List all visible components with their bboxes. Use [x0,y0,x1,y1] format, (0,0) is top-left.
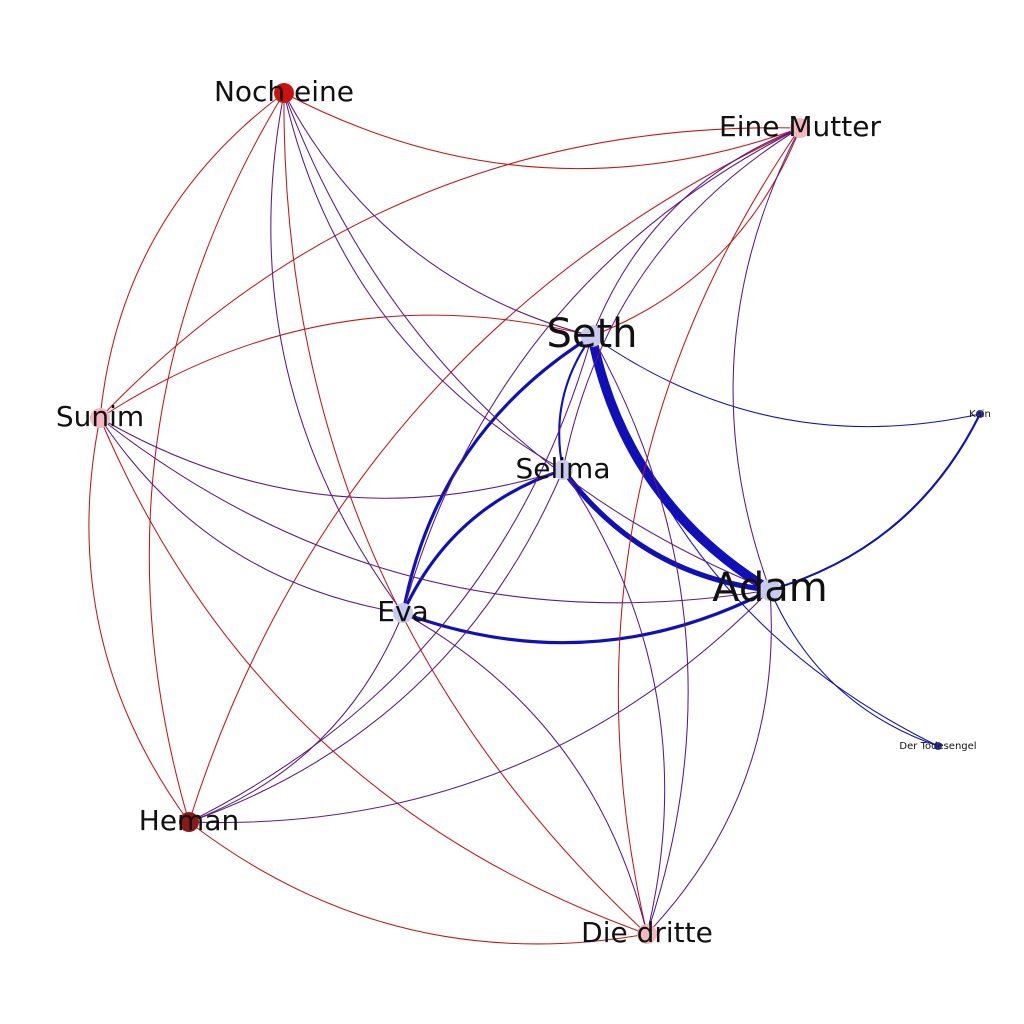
edge-einemutter-selima [562,127,801,471]
edge-einemutter-eva [402,127,801,614]
edge-nocheine-selima [283,92,564,471]
node-sunim[interactable] [90,408,110,428]
node-einemutter[interactable] [790,118,810,138]
node-diedritte[interactable] [637,924,657,944]
nodes-layer [90,83,984,944]
node-seth[interactable] [581,325,603,347]
node-label-todesengel: Der Todesengel [899,741,976,752]
edge-seth-einemutter [591,127,801,337]
edge-nocheine-einemutter [283,92,801,170]
edge-seth-adam [587,331,775,595]
edge-selima-adam [560,467,773,593]
node-label-selima: Selima [516,452,611,485]
edge-nocheine-diedritte [283,92,648,935]
edge-diedritte-adam [646,589,772,935]
edge-heman-seth [188,335,593,823]
node-nocheine[interactable] [274,83,294,103]
node-label-nocheine: Noch eine [214,75,354,108]
node-label-heman: Heman [139,804,239,837]
edge-adam-kain [768,412,982,592]
edge-nocheine-seth [283,92,593,337]
edge-nocheine-adam [283,92,771,591]
edge-diedritte-eva [402,612,648,935]
node-label-adam: Adam [712,565,828,611]
node-adam[interactable] [759,579,781,601]
edge-eva-adam [401,588,772,645]
edge-einemutter-diedritte [617,127,801,935]
node-label-diedritte: Die dritte [581,916,713,949]
node-label-seth: Seth [546,311,637,357]
node-label-einemutter: Eine Mutter [719,110,881,143]
edge-sunim-heman [88,417,190,823]
edge-seth-kain [591,335,981,428]
edge-sunim-diedritte [99,417,648,935]
edge-nocheine-eva [270,92,404,614]
edge-diedritte-seth [591,335,689,935]
edge-heman-eva [188,612,404,823]
edge-einemutter-seth [591,127,801,337]
edge-seth-selima [558,334,594,472]
edge-einemutter-adam [732,127,801,591]
node-heman[interactable] [179,812,199,832]
node-label-eva: Eva [377,595,428,628]
edge-sunim-eva [99,417,404,614]
edge-nocheine-heman [148,92,285,823]
edge-sunim-adam [99,417,771,604]
edge-einemutter-heman [188,127,801,823]
edge-adam-todesengel [769,589,939,747]
node-kain[interactable] [976,410,984,418]
edge-nocheine-sunim [99,92,285,419]
node-selima[interactable] [553,460,573,480]
edge-heman-diedritte [188,821,648,945]
node-eva[interactable] [393,603,413,623]
edge-einemutter-sunim [99,127,801,419]
edge-sunim-selima [99,417,564,499]
edge-seth-todesengel [591,335,939,747]
labels-layer: Seth Adam Selima Eva Noch eine Eine Mutter Sun… [56,75,991,949]
edge-seth-eva [401,334,594,615]
edge-diedritte-selima [562,469,666,935]
edges-layer [88,92,982,945]
node-label-kain: Kain [969,409,991,420]
edge-seth-sunim [99,314,593,419]
node-label-sunim: Sunim [56,400,144,433]
node-todesengel[interactable] [934,742,942,750]
edge-heman-adam [188,589,771,824]
edge-heman-selima [188,469,564,823]
